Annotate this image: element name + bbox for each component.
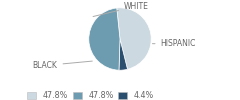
Text: HISPANIC: HISPANIC (152, 39, 196, 48)
Wedge shape (89, 8, 120, 70)
Wedge shape (119, 39, 127, 70)
Text: WHITE: WHITE (93, 2, 149, 17)
Legend: 47.8%, 47.8%, 4.4%: 47.8%, 47.8%, 4.4% (24, 88, 157, 100)
Text: BLACK: BLACK (33, 61, 92, 70)
Wedge shape (117, 8, 151, 69)
